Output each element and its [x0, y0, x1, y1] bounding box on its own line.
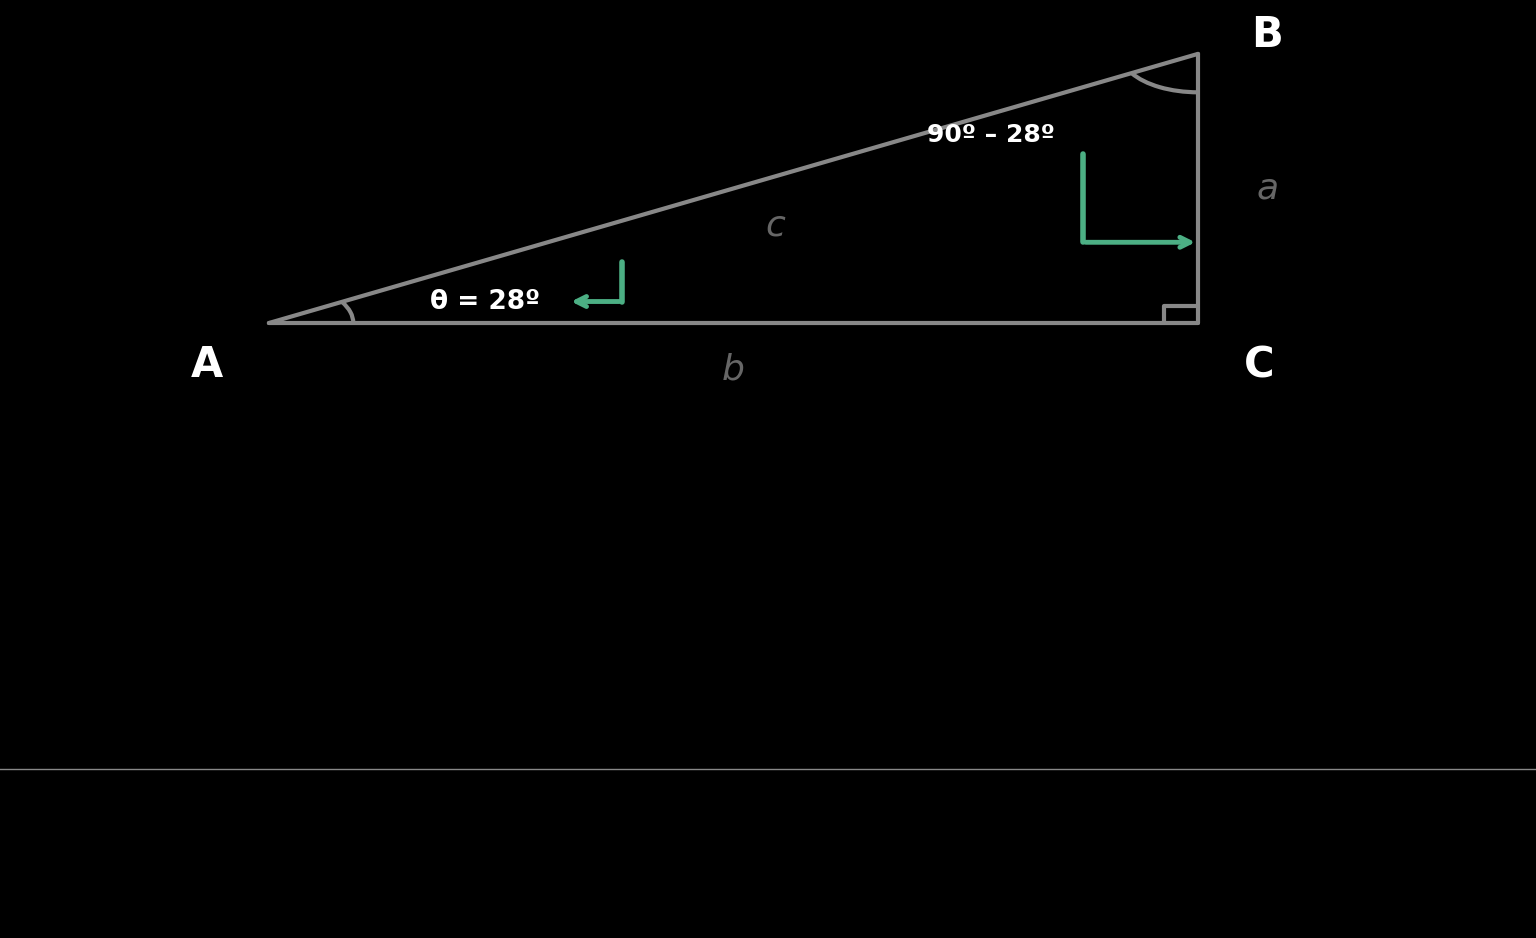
Text: angle θ = 28º: angle θ = 28º: [960, 837, 1236, 870]
Text: C: C: [1244, 344, 1275, 386]
Text: b: b: [722, 352, 745, 386]
Text: θ = 28º: θ = 28º: [430, 289, 541, 314]
Text: B: B: [1252, 14, 1283, 55]
Text: A: A: [192, 344, 223, 386]
Text: a: a: [1256, 172, 1278, 205]
Text: c: c: [766, 208, 786, 242]
Text: when the value of: when the value of: [545, 837, 892, 870]
Text: 90º – 28º: 90º – 28º: [926, 123, 1055, 146]
Text: A right triangle: A right triangle: [92, 837, 406, 870]
